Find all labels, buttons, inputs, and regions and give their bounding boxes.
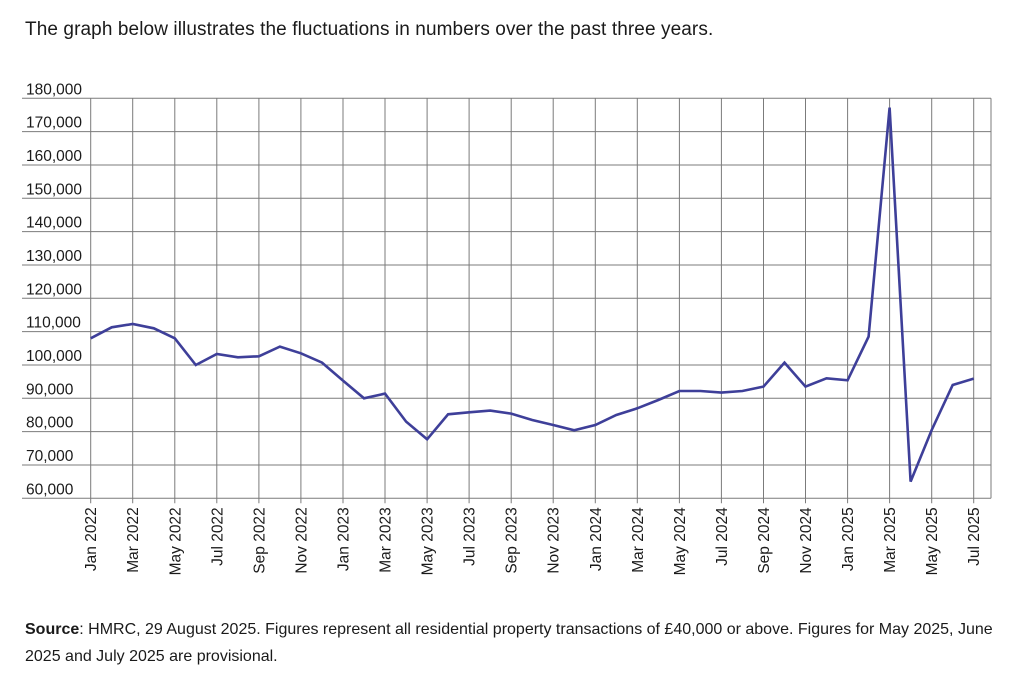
svg-text:Sep 2022: Sep 2022 — [251, 507, 268, 573]
svg-text:May 2022: May 2022 — [167, 507, 184, 575]
svg-text:160,000: 160,000 — [26, 148, 82, 165]
source-note: Source: HMRC, 29 August 2025. Figures re… — [25, 616, 993, 670]
svg-text:Jul 2022: Jul 2022 — [209, 507, 226, 566]
svg-text:Mar 2024: Mar 2024 — [630, 507, 647, 573]
y-axis-labels: 60,000 70,000 80,000 90,000 100,000 110,000 12… — [26, 81, 82, 498]
svg-text:Jul 2024: Jul 2024 — [714, 507, 731, 566]
svg-text:May 2023: May 2023 — [420, 507, 437, 575]
svg-text:70,000: 70,000 — [26, 448, 74, 465]
series-line — [90, 107, 975, 483]
svg-text:May 2025: May 2025 — [924, 507, 941, 575]
svg-text:Sep 2023: Sep 2023 — [504, 507, 521, 573]
svg-text:Mar 2022: Mar 2022 — [125, 507, 142, 572]
svg-text:60,000: 60,000 — [26, 481, 74, 498]
svg-text:110,000: 110,000 — [26, 315, 81, 332]
svg-text:100,000: 100,000 — [26, 348, 82, 365]
svg-text:140,000: 140,000 — [26, 215, 82, 232]
svg-text:120,000: 120,000 — [26, 281, 82, 298]
y-gridlines — [22, 97, 991, 499]
line-chart: 60,000 70,000 80,000 90,000 100,000 110,000 12… — [22, 81, 992, 575]
source-label: Source — [25, 621, 80, 638]
svg-text:Nov 2022: Nov 2022 — [293, 507, 310, 573]
svg-text:Mar 2023: Mar 2023 — [378, 507, 395, 572]
svg-text:170,000: 170,000 — [26, 115, 82, 132]
svg-text:90,000: 90,000 — [26, 381, 74, 398]
svg-text:Sep 2024: Sep 2024 — [756, 507, 773, 574]
svg-text:Jan 2024: Jan 2024 — [588, 507, 605, 571]
svg-text:150,000: 150,000 — [26, 181, 82, 198]
svg-text:Jan 2025: Jan 2025 — [840, 507, 857, 571]
chart-title: The graph below illustrates the fluctuat… — [25, 19, 714, 40]
svg-text:Jan 2023: Jan 2023 — [335, 507, 352, 571]
source-text: : HMRC, 29 August 2025. Figures represen… — [25, 621, 993, 665]
svg-text:Nov 2023: Nov 2023 — [546, 507, 563, 573]
x-gridlines — [90, 98, 992, 504]
svg-text:80,000: 80,000 — [26, 415, 74, 432]
svg-text:130,000: 130,000 — [26, 248, 82, 265]
svg-text:Nov 2024: Nov 2024 — [798, 507, 815, 574]
svg-text:Jul 2023: Jul 2023 — [462, 507, 479, 566]
x-axis-labels: Jan 2022 Mar 2022 May 2022 Jul 2022 Sep 2022… — [83, 507, 983, 575]
svg-text:Jul 2025: Jul 2025 — [966, 507, 983, 566]
svg-text:Jan 2022: Jan 2022 — [83, 507, 100, 571]
svg-text:Mar 2025: Mar 2025 — [882, 507, 899, 572]
svg-text:May 2024: May 2024 — [672, 507, 689, 575]
svg-text:180,000: 180,000 — [26, 81, 82, 98]
